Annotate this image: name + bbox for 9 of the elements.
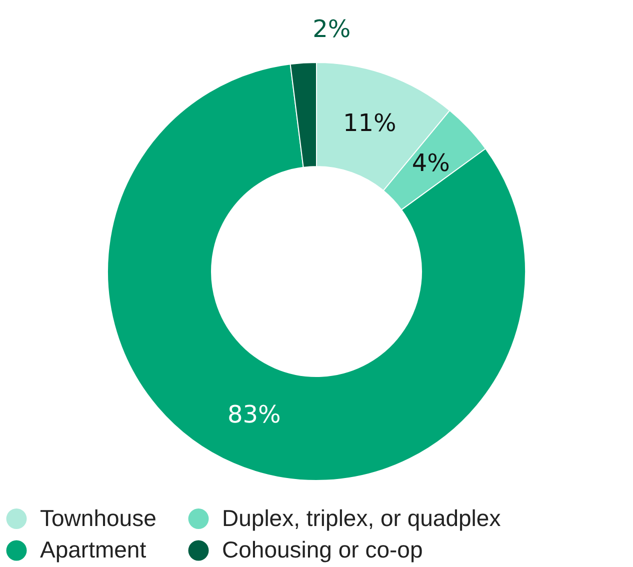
legend-label: Cohousing or co-op xyxy=(222,536,423,562)
legend-label: Duplex, triplex, or quadplex xyxy=(222,504,502,531)
data-label: 2% xyxy=(312,14,351,43)
data-label: 11% xyxy=(343,108,396,137)
legend-label: Townhouse xyxy=(40,504,156,531)
data-label: 4% xyxy=(412,149,450,178)
donut-slice xyxy=(107,64,526,481)
legend-label: Apartment xyxy=(40,536,147,562)
data-label: 83% xyxy=(227,400,281,429)
